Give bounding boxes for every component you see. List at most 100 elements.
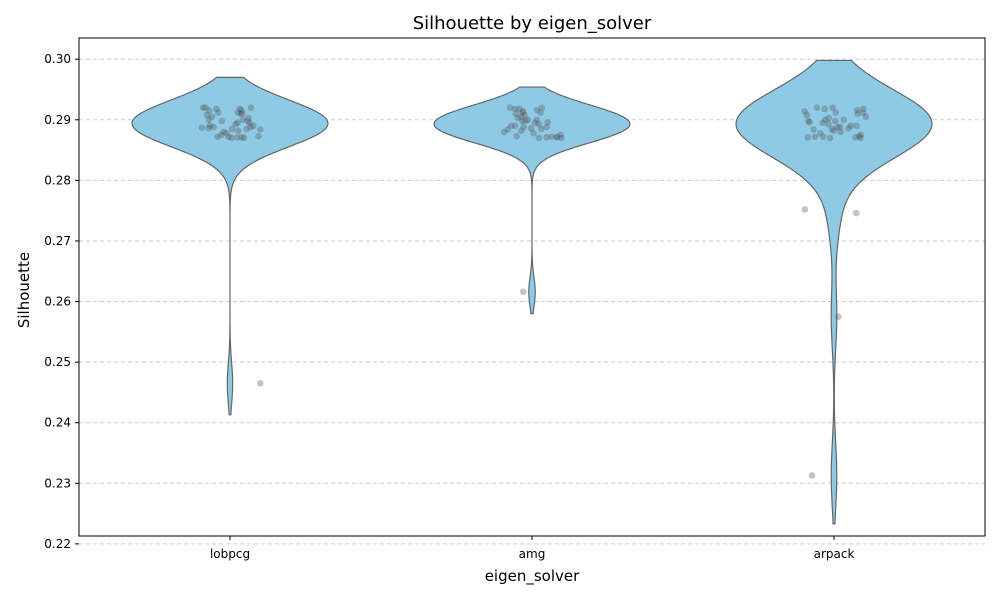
y-tick-label: 0.22	[44, 537, 71, 551]
data-point	[198, 124, 206, 131]
data-point	[247, 123, 254, 131]
data-point	[806, 118, 813, 126]
data-point	[805, 117, 812, 125]
data-point	[228, 134, 235, 142]
y-tick-label: 0.30	[44, 52, 71, 66]
data-point	[202, 104, 209, 111]
data-point	[530, 129, 537, 137]
data-point	[228, 125, 236, 133]
data-point	[239, 116, 247, 124]
data-point	[255, 132, 262, 140]
data-point	[501, 128, 508, 136]
violin-arpack	[735, 59, 933, 525]
data-point	[855, 132, 863, 140]
data-point	[205, 107, 213, 114]
data-point	[205, 124, 212, 132]
data-point	[517, 127, 525, 134]
data-point	[257, 126, 264, 133]
data-point	[854, 110, 861, 118]
data-point	[217, 131, 225, 139]
data-point	[238, 134, 245, 141]
y-tick-label: 0.29	[44, 113, 71, 127]
data-point	[852, 134, 859, 141]
data-point	[244, 117, 251, 125]
data-point	[520, 123, 527, 131]
data-point	[234, 134, 241, 141]
data-point	[214, 133, 221, 141]
y-tick-label: 0.24	[44, 416, 71, 430]
data-point	[519, 109, 526, 116]
data-point	[240, 134, 248, 142]
data-point	[801, 206, 809, 213]
y-tick-label: 0.27	[44, 234, 71, 248]
data-point	[810, 126, 817, 133]
violin-lobpcg	[131, 76, 329, 416]
data-point	[236, 105, 244, 113]
data-point	[853, 106, 861, 114]
data-point	[535, 134, 543, 142]
data-point	[205, 116, 213, 124]
data-point	[533, 106, 541, 114]
data-point	[511, 122, 519, 130]
data-point	[535, 120, 543, 128]
data-point	[834, 123, 841, 131]
data-point	[821, 116, 829, 124]
data-point	[811, 133, 819, 141]
data-point	[852, 209, 860, 217]
x-tick-label: lobpcg	[210, 547, 250, 561]
data-point	[243, 125, 251, 133]
y-tick-label: 0.25	[44, 355, 71, 369]
data-point	[234, 109, 242, 116]
data-point	[840, 116, 848, 124]
data-points	[198, 104, 870, 479]
plot-frame	[78, 37, 986, 537]
data-point	[808, 472, 816, 479]
data-point	[857, 134, 864, 142]
data-point	[837, 128, 844, 136]
data-point	[517, 113, 525, 121]
data-point	[836, 123, 844, 131]
y-tick-label: 0.23	[44, 476, 71, 490]
data-point	[825, 120, 832, 128]
violins	[131, 59, 933, 525]
data-point	[548, 133, 555, 141]
data-point	[245, 114, 252, 122]
data-point	[829, 104, 836, 111]
data-point	[250, 122, 257, 130]
data-point	[832, 109, 840, 116]
data-point	[853, 122, 860, 130]
data-point	[803, 111, 811, 119]
axes: 0.22 0.23 0.24 0.25 0.26 0.27 0.28 0.29 0.30 lobp…	[44, 52, 854, 561]
data-point	[213, 105, 220, 113]
data-point	[859, 109, 867, 116]
data-point	[531, 119, 539, 127]
data-point	[543, 123, 550, 131]
data-point	[234, 119, 241, 127]
data-point	[828, 125, 836, 133]
data-point	[512, 110, 520, 118]
data-point	[537, 125, 545, 133]
data-point	[819, 119, 826, 127]
data-point	[538, 104, 546, 111]
data-point	[516, 105, 523, 113]
data-point	[825, 114, 833, 122]
data-point	[513, 132, 520, 140]
data-point	[519, 288, 527, 296]
data-point	[215, 109, 222, 116]
x-axis-title: eigen_solver	[485, 567, 580, 586]
data-point	[845, 124, 852, 132]
data-point	[235, 127, 242, 134]
data-point	[257, 380, 264, 387]
x-tick-label: amg	[519, 547, 546, 561]
data-point	[553, 133, 561, 141]
data-point	[218, 117, 226, 125]
data-point	[819, 133, 827, 141]
data-point	[527, 124, 535, 132]
data-point	[504, 126, 512, 133]
data-point	[835, 313, 842, 320]
data-point	[210, 123, 217, 131]
data-point	[514, 114, 522, 122]
data-point	[543, 134, 550, 141]
data-point	[857, 131, 865, 139]
